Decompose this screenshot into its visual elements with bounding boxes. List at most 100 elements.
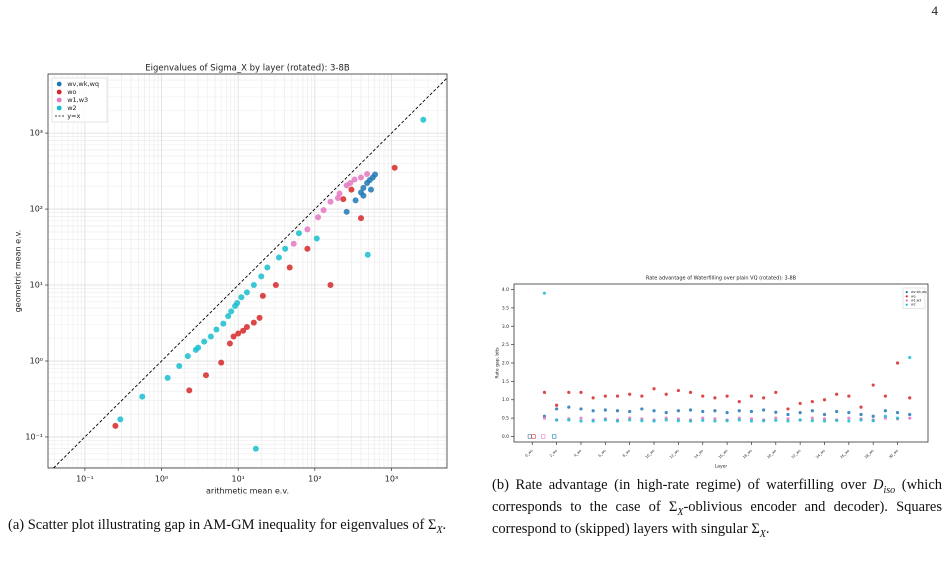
- data-point: [774, 416, 778, 420]
- plot-frame: [513, 283, 929, 443]
- data-point: [542, 390, 547, 394]
- caption-text: -oblivious encoder and decoder). Squares…: [492, 498, 942, 537]
- data-point: [871, 419, 875, 423]
- x-tick-label: 6_wo: [598, 449, 607, 458]
- data-point: [652, 419, 656, 423]
- data-point: [822, 417, 827, 421]
- data-point: [749, 394, 754, 398]
- legend-marker: [56, 97, 62, 103]
- data-point: [282, 245, 289, 252]
- data-point: [334, 194, 341, 201]
- x-tick-label: 0_wo: [524, 449, 533, 458]
- data-point: [226, 340, 233, 347]
- data-point: [810, 399, 814, 404]
- data-point: [786, 407, 790, 411]
- data-point: [640, 394, 644, 398]
- data-point: [640, 419, 644, 423]
- reference-line: [53, 77, 448, 469]
- data-point: [725, 419, 729, 423]
- data-point: [304, 226, 311, 233]
- data-point: [579, 416, 583, 420]
- data-point: [798, 411, 802, 415]
- data-point: [847, 411, 851, 415]
- data-point: [372, 171, 379, 178]
- data-point: [286, 264, 293, 271]
- x-tick-label: 8_wo: [622, 449, 631, 458]
- chart: 10⁻¹ 10⁰ 10¹ 10² 10³ 10⁻¹ 10⁰ 10¹ 10² 10³ Eigenval…: [14, 64, 448, 496]
- y-tick-label: 2.0: [502, 361, 509, 367]
- data-point: [364, 251, 371, 258]
- data-point: [798, 401, 802, 406]
- data-point: [640, 407, 644, 411]
- data-point: [367, 186, 374, 193]
- data-point: [364, 170, 371, 177]
- data-point: [391, 164, 398, 171]
- chart-title: Rate advantage of Waterfilling over plai…: [646, 276, 797, 282]
- data-point: [258, 273, 265, 280]
- y-tick-label: 4.0: [502, 287, 509, 293]
- data-point: [713, 419, 717, 423]
- x-tick-label: 10⁰: [155, 475, 168, 484]
- data-point: [195, 344, 202, 351]
- y-tick-label: 0.5: [502, 416, 509, 422]
- data-point: [725, 411, 729, 415]
- data-point: [859, 418, 863, 422]
- caption-text: iso: [883, 484, 896, 496]
- x-axis-label: Layer: [715, 464, 728, 470]
- legend-marker: [905, 291, 908, 294]
- data-point: [762, 396, 766, 400]
- x-axis-label: arithmetic mean e.v.: [206, 487, 289, 496]
- y-tick-label: 1.0: [502, 397, 509, 403]
- plot-frame: [47, 73, 448, 469]
- legend-label: wv,wk,wq: [67, 80, 99, 88]
- data-point: [243, 289, 250, 296]
- data-point: [228, 308, 235, 315]
- data-point: [357, 174, 364, 181]
- chart-title: Eigenvalues of Sigma_X by layer (rotated…: [145, 64, 350, 74]
- y-tick-label: 10⁰: [30, 356, 43, 365]
- caption-text: X: [436, 524, 443, 536]
- data-point: [713, 417, 717, 421]
- data-point: [835, 392, 839, 396]
- y-tick-label: 1.5: [502, 379, 509, 385]
- legend-label: w2: [67, 104, 76, 112]
- data-point: [264, 264, 271, 271]
- data-point: [822, 398, 827, 402]
- x-tick-label: 4_wo: [573, 449, 582, 458]
- data-point: [352, 197, 359, 204]
- data-point: [213, 326, 220, 333]
- data-point: [252, 445, 259, 452]
- data-point: [218, 359, 225, 366]
- data-point: [315, 214, 322, 221]
- data-point: [579, 419, 583, 423]
- data-point: [725, 394, 729, 398]
- data-point: [908, 416, 912, 420]
- data-point: [357, 215, 364, 222]
- data-point: [701, 416, 705, 420]
- legend-marker: [56, 105, 62, 111]
- data-point: [360, 184, 367, 191]
- data-point: [871, 383, 875, 387]
- data-point: [908, 412, 912, 417]
- data-point: [822, 412, 827, 417]
- singular-marker: [552, 434, 557, 439]
- data-point: [701, 409, 705, 414]
- caption-text: .: [442, 517, 447, 533]
- y-tick-label: 10¹: [30, 281, 43, 290]
- legend-label: wv,wk,wq: [911, 290, 927, 294]
- y-tick-label: 0.0: [502, 434, 509, 440]
- data-point: [555, 418, 559, 422]
- x-tick-label: 28_wo: [864, 449, 875, 460]
- data-point: [555, 403, 559, 407]
- data-point: [664, 418, 668, 422]
- singular-marker: [527, 434, 532, 439]
- data-point: [676, 388, 680, 393]
- caption-text: X: [677, 506, 684, 518]
- data-point: [347, 180, 354, 187]
- data-point: [238, 294, 245, 301]
- data-point: [164, 374, 171, 381]
- legend-label: w1,w3: [911, 299, 921, 303]
- y-tick-label: 10²: [30, 205, 43, 214]
- data-point: [290, 240, 297, 247]
